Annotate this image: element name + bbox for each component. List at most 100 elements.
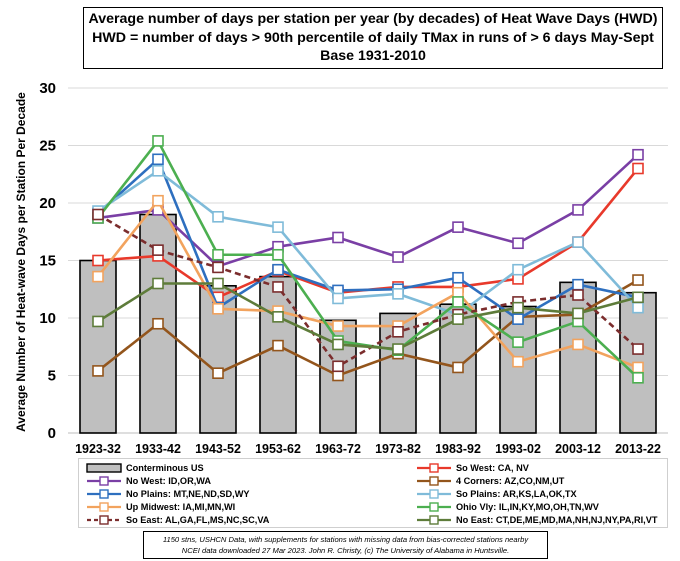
bar-conterminous-us (259, 275, 297, 434)
series-point (392, 288, 404, 300)
y-tick-label: 10 (39, 310, 56, 327)
series-point (632, 162, 644, 175)
legend-label: No Plains: MT,NE,ND,SD,WY (126, 488, 250, 499)
legend-item: Up Midwest: IA,MI,MN,WI (85, 501, 235, 514)
series-point (572, 307, 584, 320)
series-point (332, 231, 344, 244)
legend-item: So Plains: AR,KS,LA,OK,TX (415, 487, 577, 500)
legend-item: So West: CA, NV (415, 461, 529, 474)
legend-swatch-icon (417, 515, 451, 525)
bar-conterminous-us (79, 259, 117, 434)
series-point (572, 236, 584, 248)
series-point (512, 336, 524, 348)
x-tick-label: 1983-92 (435, 442, 481, 456)
series-point (152, 194, 164, 207)
x-tick-label: 1963-72 (315, 442, 361, 456)
series-point (572, 278, 584, 291)
series-point (392, 251, 404, 263)
y-tick-label: 15 (39, 253, 56, 270)
series-path (97, 157, 639, 321)
y-axis-label: Average Number of Heat-wave Days per Sta… (14, 92, 28, 432)
series-point (152, 153, 164, 166)
legend-item: No East: CT,DE,ME,MD,MA,NH,NJ,NY,PA,RI,V… (415, 514, 657, 527)
legend-swatch-icon (87, 475, 121, 486)
series-point (632, 301, 644, 314)
series-point (212, 211, 224, 223)
series-point (212, 248, 224, 261)
series-point (332, 320, 344, 332)
series-point (632, 361, 644, 374)
series-path (97, 213, 639, 368)
chart-title: Average number of days per station per y… (83, 7, 663, 69)
series-point (152, 165, 164, 177)
x-tick-label: 1973-82 (375, 442, 421, 456)
series-point (212, 261, 224, 274)
series-line (92, 277, 644, 355)
series-point (272, 248, 284, 261)
series-point (92, 315, 104, 328)
series-point (572, 204, 584, 216)
title-line-2: HWD = number of days > 90th percentile o… (92, 29, 654, 46)
legend-swatch-icon (87, 489, 121, 499)
series-point (452, 271, 464, 284)
legend-label: So East: AL,GA,FL,MS,NC,SC,VA (126, 515, 270, 526)
series-point (512, 355, 524, 368)
x-tick-label: 1923-32 (75, 442, 121, 456)
series-path (97, 282, 639, 351)
x-tick-label: 1943-52 (195, 442, 241, 456)
legend-label: 4 Corners: AZ,CO,NM,UT (456, 475, 565, 486)
legend-swatch-icon (417, 502, 451, 512)
legend-swatch-icon (86, 462, 122, 473)
legend-label: Conterminous US (126, 462, 204, 473)
series-point (632, 148, 644, 161)
x-tick-label: 1953-62 (255, 442, 301, 456)
series-point (92, 254, 104, 267)
series-point (572, 338, 584, 351)
bar-conterminous-us (499, 305, 537, 434)
legend-label: So Plains: AR,KS,LA,OK,TX (456, 488, 577, 499)
series-point (272, 221, 284, 233)
series-point (632, 343, 644, 355)
series-point (632, 371, 644, 384)
y-tick-label: 30 (39, 80, 56, 97)
legend-item: Conterminous US (85, 461, 204, 474)
series-point (632, 274, 644, 286)
legend-item: No Plains: MT,NE,ND,SD,WY (85, 487, 250, 500)
series-path (97, 153, 639, 268)
series-point (212, 302, 224, 315)
series-point (512, 313, 524, 325)
legend-swatch-icon (417, 489, 451, 499)
note-line-1: 1150 stns, USHCN Data, with supplements … (162, 535, 529, 544)
series-point (272, 263, 284, 276)
y-tick-label: 0 (48, 425, 56, 442)
series-path (97, 169, 639, 317)
y-tick-labels: 0 5 10 15 20 25 30 (39, 80, 56, 442)
legend: Conterminous US So West: CA, NV No West: I… (78, 458, 668, 528)
series-path (96, 198, 639, 369)
series-point (92, 208, 104, 221)
series-point (452, 313, 464, 325)
x-tick-labels: 1923-32 1933-42 1943-52 1953-62 1963-72 1973-… (75, 442, 661, 456)
series-point (332, 360, 344, 373)
series-point (272, 339, 284, 352)
x-tick-label: 2013-22 (615, 442, 661, 456)
series-point (152, 135, 164, 147)
legend-item: So East: AL,GA,FL,MS,NC,SC,VA (85, 514, 269, 527)
series-point (152, 244, 164, 256)
series-point (92, 270, 104, 283)
series-point (512, 301, 524, 314)
legend-label: No East: CT,DE,ME,MD,MA,NH,NJ,NY,PA,RI,V… (456, 515, 658, 526)
legend-label: Ohio Vly: IL,IN,KY,MO,OH,TN,WV (456, 502, 599, 513)
title-line-1: Average number of days per station per y… (88, 11, 658, 27)
series-point (452, 361, 464, 374)
series-point (332, 292, 344, 305)
x-tick-label: 1933-42 (135, 442, 181, 456)
series-point (92, 365, 104, 377)
series-point (572, 289, 584, 301)
x-tick-label: 2003-12 (555, 442, 601, 456)
series-point (392, 325, 404, 338)
legend-label: No West: ID,OR,WA (126, 475, 212, 486)
x-tick-label: 1993-02 (495, 442, 541, 456)
legend-swatch-icon (87, 515, 121, 525)
series-point (152, 277, 164, 290)
